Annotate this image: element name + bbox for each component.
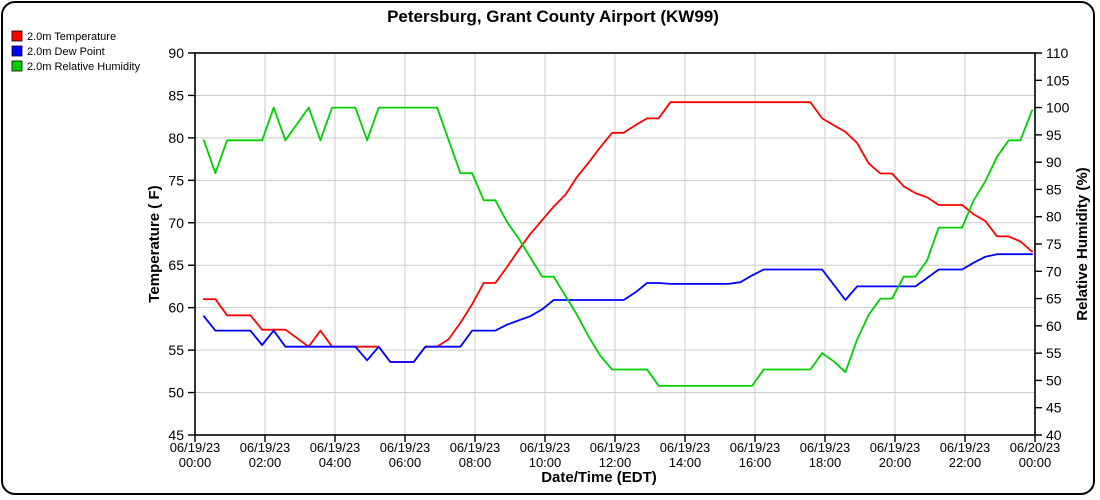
left-axis-tick-label: 85 bbox=[168, 87, 184, 103]
right-axis-tick-label: 50 bbox=[1046, 372, 1062, 388]
x-tick-label-time: 00:00 bbox=[1019, 455, 1052, 470]
chart-title: Petersburg, Grant County Airport (KW99) bbox=[387, 7, 719, 26]
right-axis-tick-label: 105 bbox=[1046, 72, 1070, 88]
right-axis-tick-label: 65 bbox=[1046, 291, 1062, 307]
x-tick-label-date: 06/19/23 bbox=[240, 440, 291, 455]
x-tick-label-date: 06/19/23 bbox=[800, 440, 851, 455]
right-axis-tick-label: 95 bbox=[1046, 127, 1062, 143]
legend-swatch-dew-point bbox=[11, 45, 23, 57]
series-line-temperature bbox=[202, 101, 1033, 363]
x-tick-label-time: 16:00 bbox=[739, 455, 772, 470]
left-axis-tick-label: 65 bbox=[168, 257, 184, 273]
grid-layer bbox=[195, 53, 1035, 435]
legend-label-relative-humidity: 2.0m Relative Humidity bbox=[27, 61, 141, 73]
tick-layer bbox=[188, 52, 1042, 442]
x-tick-label-time: 08:00 bbox=[459, 455, 492, 470]
x-tick-label-date: 06/19/23 bbox=[590, 440, 641, 455]
x-tick-label-date: 06/20/23 bbox=[1010, 440, 1061, 455]
x-tick-label-date: 06/19/23 bbox=[450, 440, 501, 455]
left-axis-tick-label: 60 bbox=[168, 300, 184, 316]
y-axis-label-left: Temperature ( F) bbox=[146, 185, 163, 302]
right-axis-tick-label: 45 bbox=[1046, 400, 1062, 416]
right-axis-tick-label: 80 bbox=[1046, 209, 1062, 225]
legend-swatch-temperature bbox=[11, 30, 23, 42]
right-axis-tick-label: 60 bbox=[1046, 318, 1062, 334]
x-tick-label-date: 06/19/23 bbox=[940, 440, 991, 455]
left-axis-tick-label: 90 bbox=[168, 45, 184, 61]
x-tick-label-time: 12:00 bbox=[599, 455, 632, 470]
series-layer bbox=[202, 101, 1033, 387]
x-tick-label-date: 06/19/23 bbox=[380, 440, 431, 455]
legend-swatch-relative-humidity bbox=[11, 60, 23, 72]
x-tick-label-time: 20:00 bbox=[879, 455, 912, 470]
x-tick-label-date: 06/19/23 bbox=[730, 440, 781, 455]
left-axis-tick-label: 70 bbox=[168, 215, 184, 231]
x-tick-label-time: 06:00 bbox=[389, 455, 422, 470]
left-axis-tick-label: 55 bbox=[168, 342, 184, 358]
x-tick-label-date: 06/19/23 bbox=[660, 440, 711, 455]
meteogram-chart: 45 50 55 60 65 70 75 80 85 90 40 45 50 55 60 65 70 75 80 85… bbox=[11, 7, 1091, 486]
x-tick-label-date: 06/19/23 bbox=[170, 440, 221, 455]
x-tick-label-time: 18:00 bbox=[809, 455, 842, 470]
right-axis-tick-label: 110 bbox=[1046, 45, 1069, 61]
left-axis-tick-label: 75 bbox=[168, 172, 184, 188]
right-axis-tick-label: 90 bbox=[1046, 154, 1062, 170]
left-axis-tick-label: 50 bbox=[168, 385, 184, 401]
left-axis-tick-label: 80 bbox=[168, 130, 184, 146]
x-tick-label-time: 22:00 bbox=[949, 455, 982, 470]
x-tick-label-time: 00:00 bbox=[179, 455, 212, 470]
right-axis-tick-label: 100 bbox=[1046, 100, 1070, 116]
x-tick-label-time: 14:00 bbox=[669, 455, 702, 470]
x-axis-label: Date/Time (EDT) bbox=[541, 469, 657, 486]
tick-label-layer: 45 50 55 60 65 70 75 80 85 90 40 45 50 55 60 65 70 75 80 85… bbox=[168, 45, 1069, 470]
series-line-relative-humidity bbox=[202, 106, 1033, 387]
x-tick-label-time: 04:00 bbox=[319, 455, 352, 470]
right-axis-tick-label: 40 bbox=[1046, 427, 1062, 443]
legend-layer: 2.0m Temperature 2.0m Dew Point 2.0m Relat… bbox=[11, 30, 141, 73]
y-axis-label-right: Relative Humidity (%) bbox=[1074, 167, 1091, 320]
right-axis-tick-label: 70 bbox=[1046, 263, 1062, 279]
legend-label-dew-point: 2.0m Dew Point bbox=[27, 46, 105, 58]
right-axis-tick-label: 85 bbox=[1046, 181, 1062, 197]
right-axis-tick-label: 55 bbox=[1046, 345, 1062, 361]
series-line-dew-point bbox=[202, 253, 1033, 363]
x-tick-label-date: 06/19/23 bbox=[520, 440, 571, 455]
right-axis-tick-label: 75 bbox=[1046, 236, 1062, 252]
x-tick-label-time: 02:00 bbox=[249, 455, 282, 470]
x-tick-label-date: 06/19/23 bbox=[310, 440, 361, 455]
legend-label-temperature: 2.0m Temperature bbox=[27, 31, 116, 43]
x-tick-label-time: 10:00 bbox=[529, 455, 562, 470]
left-axis-tick-label: 45 bbox=[168, 427, 184, 443]
x-tick-label-date: 06/19/23 bbox=[870, 440, 921, 455]
